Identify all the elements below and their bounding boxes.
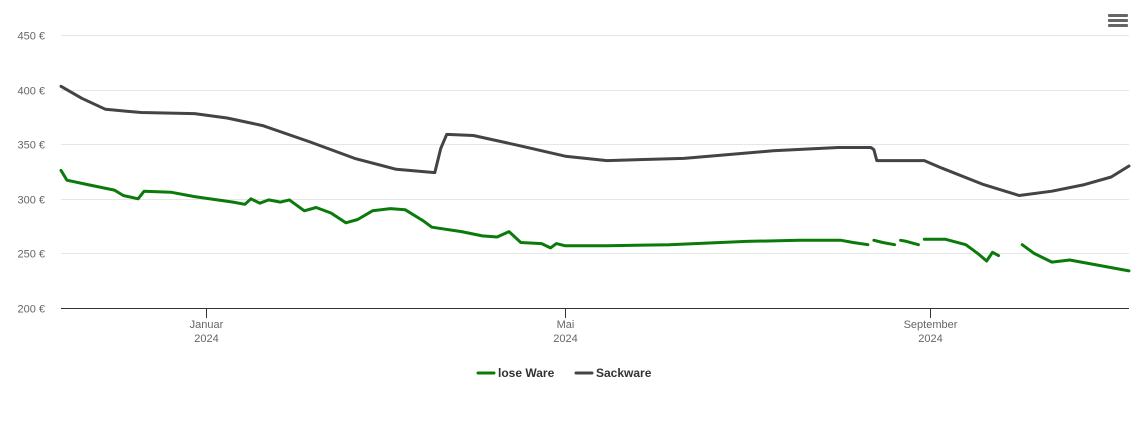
x-tick-month-1: Mai	[557, 319, 575, 331]
series-line-lose-ware-0[interactable]	[59, 168, 870, 250]
y-tick-label-400: 400 €	[17, 86, 45, 98]
hamburger-menu-icon[interactable]	[1106, 12, 1130, 34]
legend-item-lose-ware[interactable]: lose Ware	[476, 366, 555, 380]
x-axis: Januar 2024 Mai 2024 September 2024	[61, 308, 1129, 345]
x-tick-label-2: September 2024	[904, 319, 958, 345]
series-lines	[59, 84, 1131, 273]
x-tick-month-0: Januar	[190, 319, 224, 331]
series-line-lose-ware-1[interactable]	[872, 238, 897, 247]
y-tick-label-200: 200 €	[17, 304, 45, 316]
menu-bar-top	[1108, 14, 1128, 17]
y-tick-label-350: 350 €	[17, 140, 45, 152]
grid-lines	[61, 35, 1129, 254]
x-tick-month-2: September	[904, 319, 958, 331]
menu-bar-middle	[1108, 19, 1128, 22]
legend-label-lose-ware: lose Ware	[498, 366, 555, 380]
series-line-lose-ware-3[interactable]	[922, 237, 1000, 263]
series-line-lose-ware-4[interactable]	[1020, 243, 1131, 273]
x-tick-year-0: 2024	[194, 333, 218, 345]
y-tick-label-250: 250 €	[17, 249, 45, 261]
x-tick-year-1: 2024	[553, 333, 577, 345]
legend[interactable]: lose Ware Sackware	[476, 366, 652, 380]
x-tick-label-1: Mai 2024	[553, 319, 577, 345]
series-line-sackware-0[interactable]	[59, 84, 1131, 197]
menu-bar-bottom	[1108, 24, 1128, 27]
legend-label-sackware: Sackware	[596, 366, 652, 380]
series-line-lose-ware-2[interactable]	[899, 238, 920, 247]
legend-item-sackware[interactable]: Sackware	[574, 366, 652, 380]
x-tick-label-0: Januar 2024	[190, 319, 224, 345]
x-tick-year-2: 2024	[918, 333, 942, 345]
y-tick-label-300: 300 €	[17, 195, 45, 207]
y-axis: 200 € 250 € 300 € 350 € 400 € 450 €	[17, 31, 45, 316]
y-tick-label-450: 450 €	[17, 31, 45, 43]
